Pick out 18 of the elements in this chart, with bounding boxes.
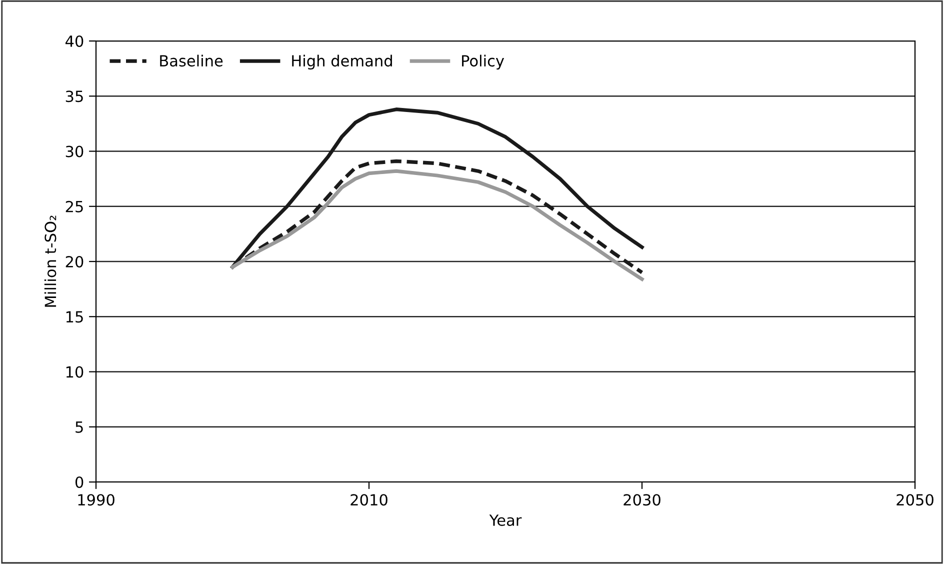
x-axis-title: Year <box>489 514 522 526</box>
y-tick-label: 10 <box>66 366 84 378</box>
y-tick-label: 35 <box>66 90 83 102</box>
y-axis-title: Million t-SO₂ <box>44 216 56 307</box>
y-tick-label: 40 <box>66 35 84 48</box>
y-tick-label: 5 <box>76 422 83 433</box>
y-tick-label: 20 <box>66 256 84 268</box>
x-tick-label: 1990 <box>78 494 114 506</box>
y-tick-label: 0 <box>75 476 84 488</box>
y-tick-label: 15 <box>66 311 83 323</box>
y-tick-label: 30 <box>66 146 84 158</box>
x-tick-label: 2030 <box>624 494 660 506</box>
y-tick-label: 25 <box>66 200 83 212</box>
legend-label: High demand <box>292 54 392 70</box>
legend-label: Baseline <box>160 54 223 67</box>
legend-label: Policy <box>462 54 504 70</box>
x-tick-label: 2010 <box>350 494 388 506</box>
x-tick-label: 2050 <box>896 494 934 506</box>
